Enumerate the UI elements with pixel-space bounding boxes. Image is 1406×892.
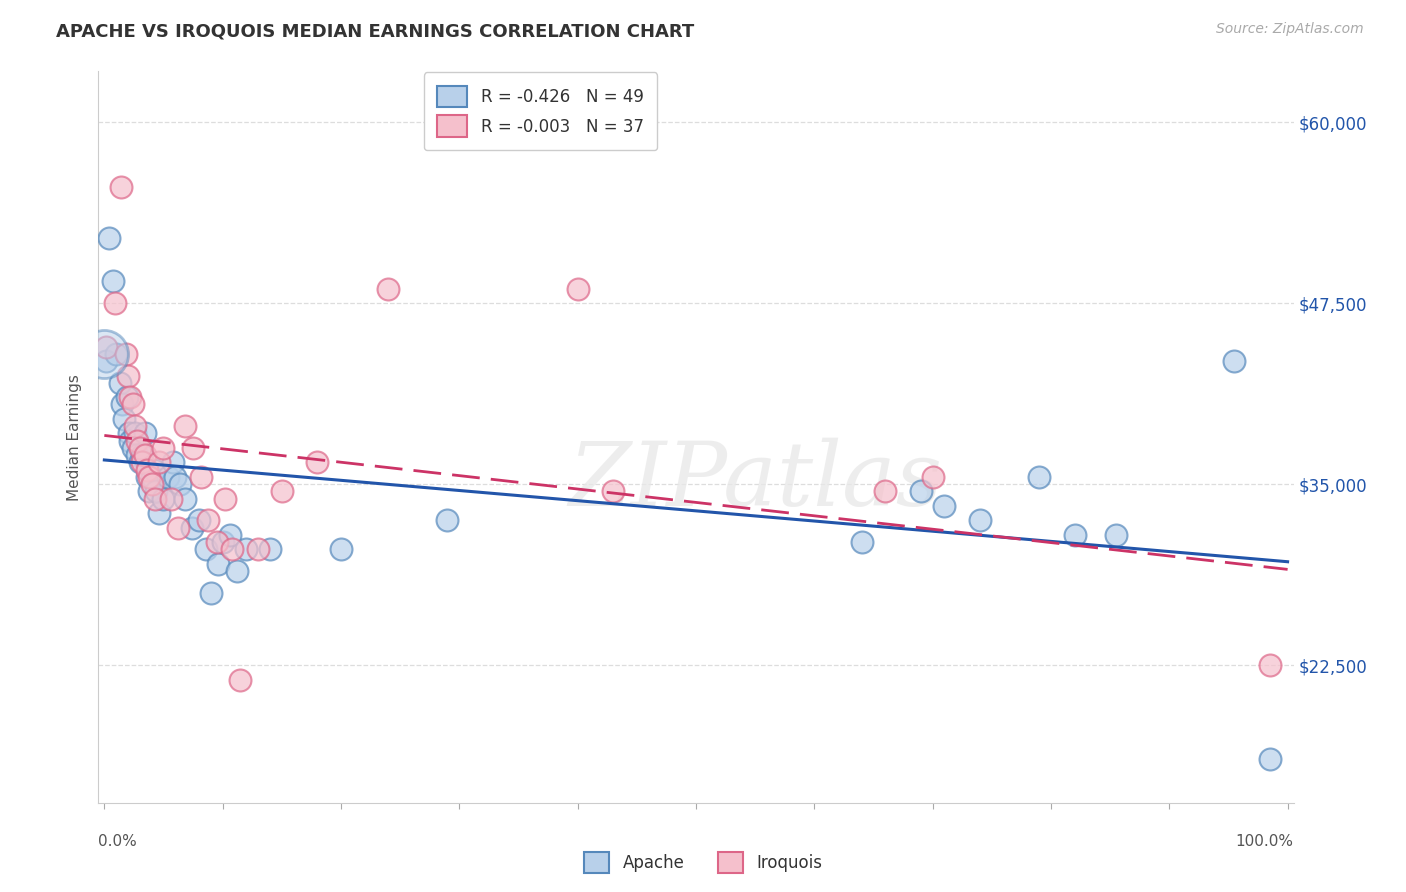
Point <box>195 542 218 557</box>
Point <box>134 426 156 441</box>
Legend: R = -0.426   N = 49, R = -0.003   N = 37: R = -0.426 N = 49, R = -0.003 N = 37 <box>425 72 657 150</box>
Point <box>851 535 873 549</box>
Point <box>118 426 141 441</box>
Point <box>120 390 142 404</box>
Text: 100.0%: 100.0% <box>1236 834 1294 849</box>
Text: APACHE VS IROQUOIS MEDIAN EARNINGS CORRELATION CHART: APACHE VS IROQUOIS MEDIAN EARNINGS CORRE… <box>56 22 695 40</box>
Point <box>104 296 127 310</box>
Point <box>229 673 252 687</box>
Point <box>567 282 589 296</box>
Point <box>128 441 150 455</box>
Point <box>259 542 281 557</box>
Point <box>1028 470 1050 484</box>
Text: Source: ZipAtlas.com: Source: ZipAtlas.com <box>1216 22 1364 37</box>
Point <box>159 491 181 506</box>
Point <box>124 419 146 434</box>
Point <box>157 470 180 484</box>
Point <box>1258 752 1281 766</box>
Point <box>165 470 187 484</box>
Point <box>211 535 233 549</box>
Point <box>152 491 174 506</box>
Point <box>136 463 159 477</box>
Point <box>114 412 136 426</box>
Text: ZIPatlas: ZIPatlas <box>568 438 943 524</box>
Point <box>162 455 184 469</box>
Point <box>1223 354 1246 368</box>
Point <box>235 542 257 557</box>
Point <box>910 484 932 499</box>
Point <box>875 484 897 499</box>
Text: 0.0%: 0.0% <box>98 834 138 849</box>
Point <box>127 434 149 448</box>
Point <box>169 477 191 491</box>
Point <box>181 441 204 455</box>
Point <box>1258 658 1281 673</box>
Point <box>145 484 167 499</box>
Point <box>200 586 222 600</box>
Point <box>138 470 160 484</box>
Point <box>247 542 270 557</box>
Point <box>307 455 329 469</box>
Point <box>188 513 211 527</box>
Point <box>218 528 240 542</box>
Point <box>143 463 166 477</box>
Point <box>105 347 128 361</box>
Point <box>921 470 943 484</box>
Point <box>136 470 159 484</box>
Point <box>436 513 458 527</box>
Point <box>141 477 163 491</box>
Point <box>225 564 247 578</box>
Point <box>110 180 132 194</box>
Point <box>969 513 991 527</box>
Point <box>330 542 353 557</box>
Point <box>117 368 139 383</box>
Point <box>127 448 149 462</box>
Point <box>115 390 138 404</box>
Point <box>270 484 292 499</box>
Point <box>205 535 228 549</box>
Point <box>114 347 136 361</box>
Point <box>94 340 117 354</box>
Point <box>214 491 236 506</box>
Point <box>143 491 166 506</box>
Y-axis label: Median Earnings: Median Earnings <box>67 374 83 500</box>
Point <box>221 542 243 557</box>
Point <box>141 470 163 484</box>
Point <box>148 455 170 469</box>
Legend: Apache, Iroquois: Apache, Iroquois <box>578 846 828 880</box>
Point <box>93 347 115 361</box>
Point <box>377 282 399 296</box>
Point <box>197 513 219 527</box>
Point <box>180 520 202 534</box>
Point <box>121 441 143 455</box>
Point <box>1063 528 1085 542</box>
Point <box>190 470 212 484</box>
Point <box>207 557 229 571</box>
Point <box>98 231 121 245</box>
Point <box>173 491 195 506</box>
Point <box>166 520 188 534</box>
Point <box>138 484 160 499</box>
Point <box>602 484 624 499</box>
Point <box>101 274 124 288</box>
Point <box>111 397 134 411</box>
Point <box>148 506 170 520</box>
Point <box>128 455 150 469</box>
Point <box>934 499 956 513</box>
Point <box>120 434 142 448</box>
Point <box>121 397 143 411</box>
Point <box>1105 528 1128 542</box>
Point <box>152 441 174 455</box>
Point <box>173 419 195 434</box>
Point <box>134 448 156 462</box>
Point <box>94 354 117 368</box>
Point <box>108 376 131 390</box>
Point <box>131 455 153 469</box>
Point <box>131 448 153 462</box>
Point <box>124 426 146 441</box>
